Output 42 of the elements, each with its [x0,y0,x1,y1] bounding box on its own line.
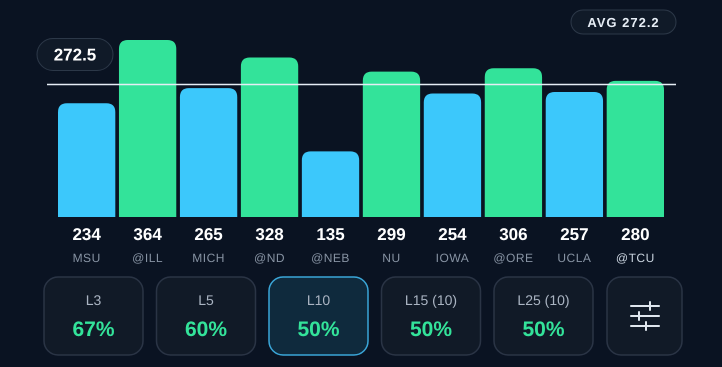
x-tick-label: @ND [254,251,286,265]
data-label: 364 [133,225,162,244]
data-label: 254 [438,225,468,244]
text: 67% [72,318,115,341]
text: 50% [522,318,565,341]
text: 60% [184,318,228,341]
data-label: 234 [72,225,102,244]
data-label: 280 [621,225,650,244]
text: L5 [198,292,214,308]
x-tick-label: @ORE [493,251,534,265]
bar [362,72,420,217]
x-tick-label: MICH [192,251,225,265]
text: L25 (10) [517,292,570,308]
x-tick-label: IOWA [436,251,470,265]
x-tick-label: MSU [72,251,101,265]
x-tick-label: @ILL [132,251,164,265]
data-label: 265 [194,225,223,244]
text: 50% [297,318,340,341]
bar [302,151,360,217]
data-label: 257 [560,225,589,244]
bar [180,88,238,217]
bar [58,103,116,217]
text: 50% [410,318,452,341]
text: L10 [306,292,330,308]
bar [118,40,176,217]
bar [546,92,604,217]
data-label: 306 [499,225,528,244]
x-tick-label: @NEB [311,251,350,265]
data-label: 328 [255,225,284,244]
text: L3 [86,292,102,308]
data-label: 299 [377,225,406,244]
bar [424,93,482,217]
x-tick-label: UCLA [557,251,592,265]
data-label: 135 [316,225,345,244]
bar [240,58,298,217]
ref-line-label: 272.5 [54,45,96,64]
x-tick-label: NU [382,251,401,265]
x-tick-label: @TCU [616,251,655,265]
text: AVG 272.2 [587,15,660,30]
bar [484,68,542,217]
text: L15 (10) [404,292,458,308]
bar [606,80,664,217]
